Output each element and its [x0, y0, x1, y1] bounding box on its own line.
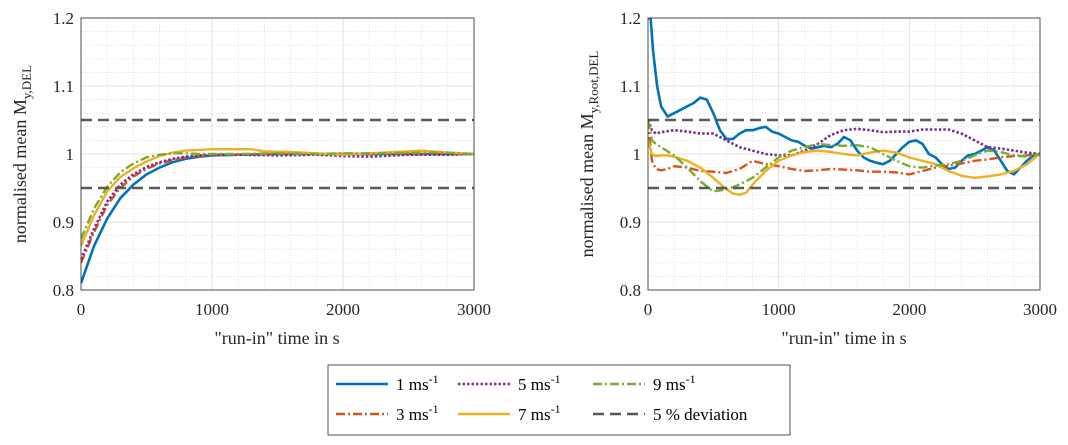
series-line [648, 119, 1040, 193]
y-tick-label: 1 [633, 145, 642, 164]
x-tick-label: 1000 [762, 300, 796, 319]
left-y-axis-label-main: normalised mean M [10, 99, 30, 243]
series-line [648, 119, 1040, 176]
series-line [648, 18, 1040, 176]
y-tick-label: 1.2 [53, 9, 74, 28]
legend-label-sup: -1 [551, 372, 561, 386]
right-axes-box [647, 17, 1041, 291]
series-line [81, 151, 474, 240]
y-tick-label: 1.1 [53, 77, 74, 96]
legend-label-text: 1 ms [396, 375, 429, 394]
x-tick-label: 0 [644, 300, 653, 319]
left-axes-box [80, 17, 475, 291]
series-line [648, 140, 1040, 197]
legend-label: 5 % deviation [653, 405, 748, 424]
left-ticks: 0 1000 2000 3000 0.8 0.9 1 1.1 1.2 [53, 9, 491, 319]
legend-label: 5 ms-1 [518, 372, 561, 394]
series-line [81, 152, 474, 264]
legend-box [327, 364, 791, 436]
legend-label-text: 7 ms [518, 405, 551, 424]
legend-label-text: 5 ms [518, 375, 551, 394]
right-series [648, 18, 1040, 197]
legend: 1 ms-1 5 ms-1 9 ms-13 ms-1 7 ms-1 5 % deviat… [327, 364, 791, 436]
left-series [81, 118, 474, 284]
right-chart: 0 1000 2000 3000 0.8 0.9 1 1.1 1.2 "run-in" time… [577, 9, 1057, 348]
x-tick-label: 0 [77, 300, 86, 319]
left-y-axis-label-sub: y,DEL [19, 65, 34, 99]
legend-label-text: 9 ms [653, 375, 686, 394]
x-tick-label: 2000 [326, 300, 360, 319]
legend-label: 9 ms-1 [653, 372, 696, 394]
left-y-axis-label: normalised mean My,DEL [10, 65, 34, 243]
y-tick-label: 1.1 [620, 77, 641, 96]
left-x-axis-label: "run-in" time in s [214, 328, 339, 348]
right-y-axis-label: normalised mean My,Root,DEL [577, 51, 601, 258]
x-tick-label: 3000 [1023, 300, 1057, 319]
legend-label: 1 ms-1 [396, 372, 439, 394]
y-tick-label: 1 [66, 145, 75, 164]
legend-label-sup: -1 [429, 402, 439, 416]
right-y-axis-label-sub: y,Root,DEL [586, 51, 601, 114]
legend-label-text: 5 % deviation [653, 405, 748, 424]
y-tick-label: 0.8 [53, 281, 74, 300]
y-tick-label: 0.9 [53, 213, 74, 232]
legend-label-sup: -1 [551, 402, 561, 416]
right-ticks: 0 1000 2000 3000 0.8 0.9 1 1.1 1.2 [620, 9, 1057, 319]
right-x-axis-label: "run-in" time in s [781, 328, 906, 348]
left-chart: 0 1000 2000 3000 0.8 0.9 1 1.1 1.2 "run-in" time… [10, 9, 491, 348]
x-tick-label: 2000 [892, 300, 926, 319]
legend-label-sup: -1 [429, 372, 439, 386]
legend-label-sup: -1 [686, 372, 696, 386]
series-line [648, 119, 1040, 157]
y-tick-label: 1.2 [620, 9, 641, 28]
right-y-axis-label-main: normalised mean M [577, 113, 597, 257]
y-tick-label: 0.8 [620, 281, 641, 300]
x-tick-label: 3000 [457, 300, 491, 319]
x-tick-label: 1000 [195, 300, 229, 319]
legend-label: 3 ms-1 [396, 402, 439, 424]
legend-label: 7 ms-1 [518, 402, 561, 424]
legend-label-text: 3 ms [396, 405, 429, 424]
y-tick-label: 0.9 [620, 213, 641, 232]
